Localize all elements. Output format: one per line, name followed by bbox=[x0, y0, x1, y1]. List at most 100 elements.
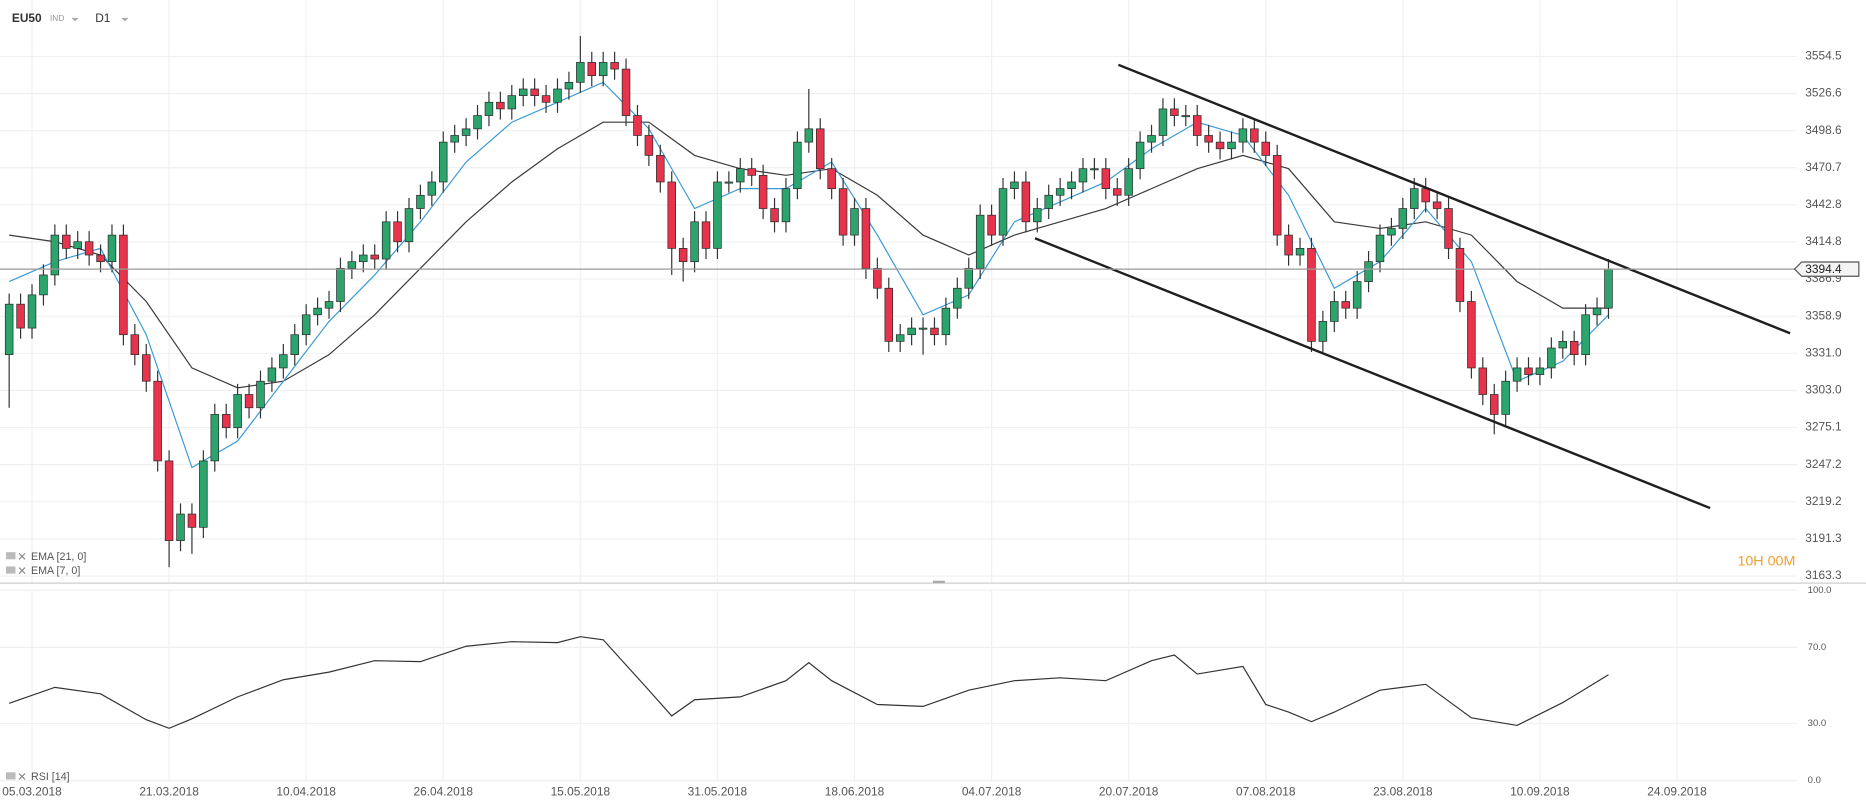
candle-body bbox=[1592, 307, 1602, 316]
candle-body bbox=[827, 168, 836, 189]
y-tick-label: 3331.0 bbox=[1805, 345, 1842, 359]
candle-body bbox=[564, 81, 574, 90]
line-series bbox=[9, 121, 1609, 389]
y-tick-label: 3358.9 bbox=[1805, 308, 1842, 322]
candle-body bbox=[1078, 168, 1088, 183]
candle-body bbox=[1535, 367, 1545, 375]
legend-entry: EMA [7, 0] bbox=[31, 565, 80, 577]
candle-body bbox=[1444, 208, 1453, 249]
candle-body bbox=[656, 155, 665, 183]
candle-body bbox=[907, 327, 916, 336]
candle-body bbox=[747, 168, 756, 176]
candle-body bbox=[953, 287, 962, 309]
legend-entry: RSI [14] bbox=[31, 771, 70, 783]
legend-close[interactable] bbox=[18, 773, 26, 780]
candle-body bbox=[416, 194, 425, 209]
dropdown-arrow[interactable] bbox=[71, 17, 79, 22]
dropdown-arrow[interactable] bbox=[121, 17, 129, 22]
legend-entry: EMA [21, 0] bbox=[31, 551, 86, 563]
candle-body bbox=[1330, 301, 1339, 322]
candle-body bbox=[713, 181, 722, 249]
candle-body bbox=[1387, 228, 1396, 236]
y-tick-label: 3498.6 bbox=[1805, 123, 1842, 137]
timeframe[interactable]: D1 bbox=[95, 11, 111, 25]
candle-body bbox=[164, 460, 174, 541]
candle-body bbox=[1467, 301, 1476, 369]
legend-close[interactable] bbox=[18, 567, 26, 575]
candle-body bbox=[404, 208, 414, 243]
y-tick-label: 3526.6 bbox=[1805, 86, 1842, 100]
x-tick-label: 31.05.2018 bbox=[688, 785, 748, 799]
candle-body bbox=[16, 303, 25, 329]
candle-body bbox=[142, 354, 151, 382]
candle-body bbox=[427, 181, 437, 196]
candle-body bbox=[690, 221, 699, 263]
candle-body bbox=[1272, 155, 1282, 236]
candle-body bbox=[176, 513, 185, 541]
candle-body bbox=[621, 68, 631, 116]
candle-body bbox=[1147, 135, 1156, 143]
candle-body bbox=[1067, 181, 1076, 189]
candle-body bbox=[439, 141, 448, 183]
candle-body bbox=[1558, 341, 1568, 349]
candle-body bbox=[130, 334, 140, 356]
x-tick-label: 18.06.2018 bbox=[825, 785, 885, 799]
y-tick-label: 3442.8 bbox=[1805, 197, 1842, 211]
candle-body bbox=[1192, 115, 1202, 136]
candle-body bbox=[598, 62, 608, 77]
candle-body bbox=[50, 234, 60, 276]
candle-body bbox=[1261, 141, 1270, 156]
candle-body bbox=[267, 367, 277, 382]
candle-body bbox=[210, 414, 220, 462]
candle-body bbox=[27, 294, 37, 329]
trend-line bbox=[1034, 237, 1711, 510]
last-price-box bbox=[1793, 261, 1860, 277]
x-tick-label: 26.04.2018 bbox=[414, 785, 474, 799]
last-price-label: 3394.4 bbox=[1805, 262, 1842, 276]
legend-icon[interactable] bbox=[5, 772, 16, 780]
candle-body bbox=[1512, 367, 1522, 382]
candle-body bbox=[1352, 281, 1362, 309]
x-tick-label: 15.05.2018 bbox=[551, 785, 611, 799]
candle-body bbox=[1238, 128, 1248, 143]
candle-body bbox=[1170, 108, 1179, 116]
y-tick-label: 3414.8 bbox=[1805, 234, 1842, 248]
candle-body bbox=[610, 62, 619, 70]
candle-body bbox=[1135, 141, 1145, 170]
x-tick-label: 07.08.2018 bbox=[1236, 785, 1296, 799]
candle-body bbox=[1284, 234, 1293, 256]
candle-body bbox=[1044, 194, 1053, 209]
y-tick-label: 30.0 bbox=[1808, 718, 1827, 729]
candle-body bbox=[84, 241, 94, 256]
candle-body bbox=[39, 274, 48, 296]
x-tick-label: 24.09.2018 bbox=[1647, 785, 1707, 799]
legend-icon[interactable] bbox=[5, 566, 16, 574]
candle-body bbox=[701, 221, 711, 249]
y-tick-label: 3554.5 bbox=[1805, 49, 1842, 63]
candle-body bbox=[4, 303, 14, 356]
legend-close[interactable] bbox=[18, 552, 26, 560]
legend-icon[interactable] bbox=[5, 552, 16, 560]
candle-body bbox=[256, 380, 265, 409]
candle-body bbox=[347, 261, 357, 269]
candle-body bbox=[279, 354, 288, 369]
candle-body bbox=[73, 241, 82, 249]
candle-body bbox=[199, 460, 208, 528]
candle-body bbox=[187, 513, 197, 528]
countdown: 10H 00M bbox=[1737, 553, 1795, 569]
candle-body bbox=[850, 208, 859, 236]
candle-body bbox=[1410, 188, 1419, 209]
candle-body bbox=[987, 214, 996, 236]
candle-body bbox=[998, 188, 1008, 236]
y-tick-label: 0.0 bbox=[1808, 775, 1821, 786]
candle-body bbox=[119, 234, 128, 336]
candle-body bbox=[484, 101, 494, 116]
grid-layer bbox=[0, 0, 1797, 782]
candle-body bbox=[507, 95, 517, 110]
candle-body bbox=[1021, 181, 1031, 223]
candle-body bbox=[359, 254, 368, 263]
symbol[interactable]: EU50 bbox=[12, 11, 42, 25]
candle-body bbox=[1033, 208, 1042, 223]
x-tick-label: 23.08.2018 bbox=[1373, 785, 1433, 799]
